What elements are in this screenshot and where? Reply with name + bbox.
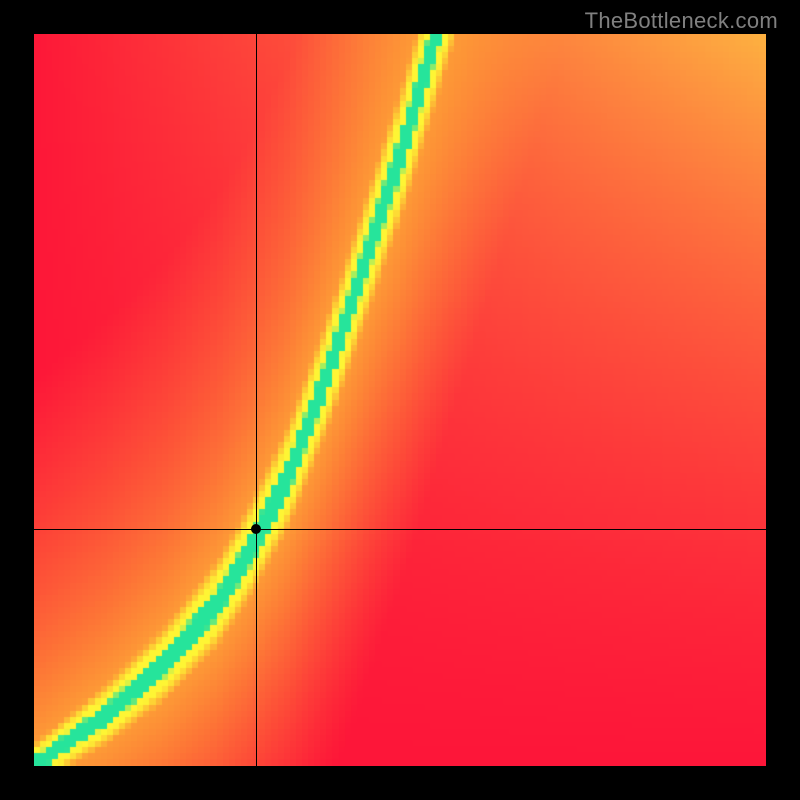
watermark-text: TheBottleneck.com bbox=[585, 8, 778, 34]
crosshair-vertical bbox=[256, 34, 257, 766]
heatmap-plot bbox=[34, 34, 766, 766]
heatmap-canvas bbox=[34, 34, 766, 766]
crosshair-horizontal bbox=[34, 529, 766, 530]
crosshair-marker bbox=[251, 524, 261, 534]
